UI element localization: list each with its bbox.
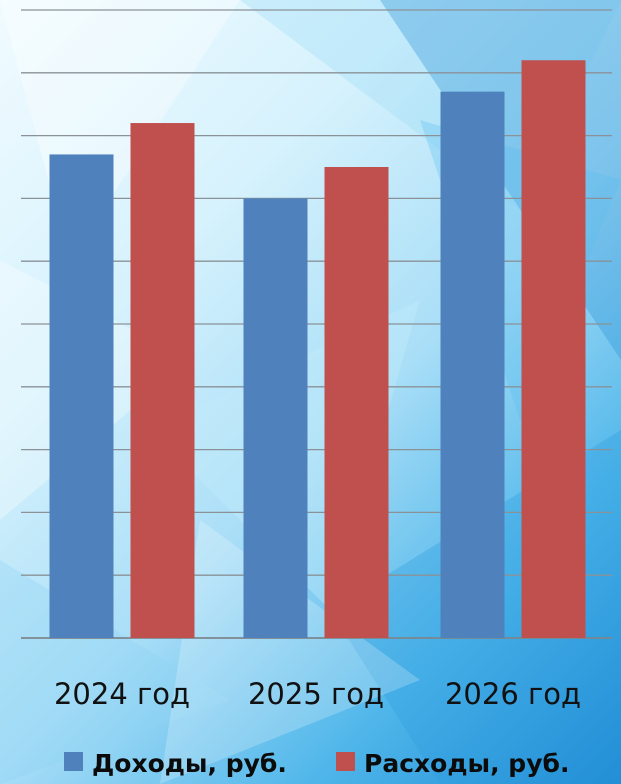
gridlines: [21, 9, 612, 576]
bar-income-2025: [243, 198, 308, 638]
x-tick-label-2026: 2026 год: [445, 677, 581, 711]
bar-expense-2025: [324, 167, 389, 638]
bar-income-2026: [440, 91, 505, 638]
legend-label-expense: Расходы, руб.: [364, 749, 569, 778]
x-tick-label-2025: 2025 год: [248, 677, 384, 711]
bar-expense-2024: [130, 123, 195, 639]
legend-swatch-expense: [336, 752, 355, 771]
bar-expense-2026: [521, 60, 586, 639]
x-tick-label-2024: 2024 год: [54, 677, 190, 711]
legend-label-income: Доходы, руб.: [92, 749, 287, 778]
legend: Доходы, руб. Расходы, руб.: [64, 749, 569, 778]
bars: [49, 60, 586, 639]
bar-income-2024: [49, 154, 114, 638]
legend-swatch-income: [64, 752, 83, 771]
x-axis-labels: 2024 год 2025 год 2026 год: [54, 677, 581, 711]
